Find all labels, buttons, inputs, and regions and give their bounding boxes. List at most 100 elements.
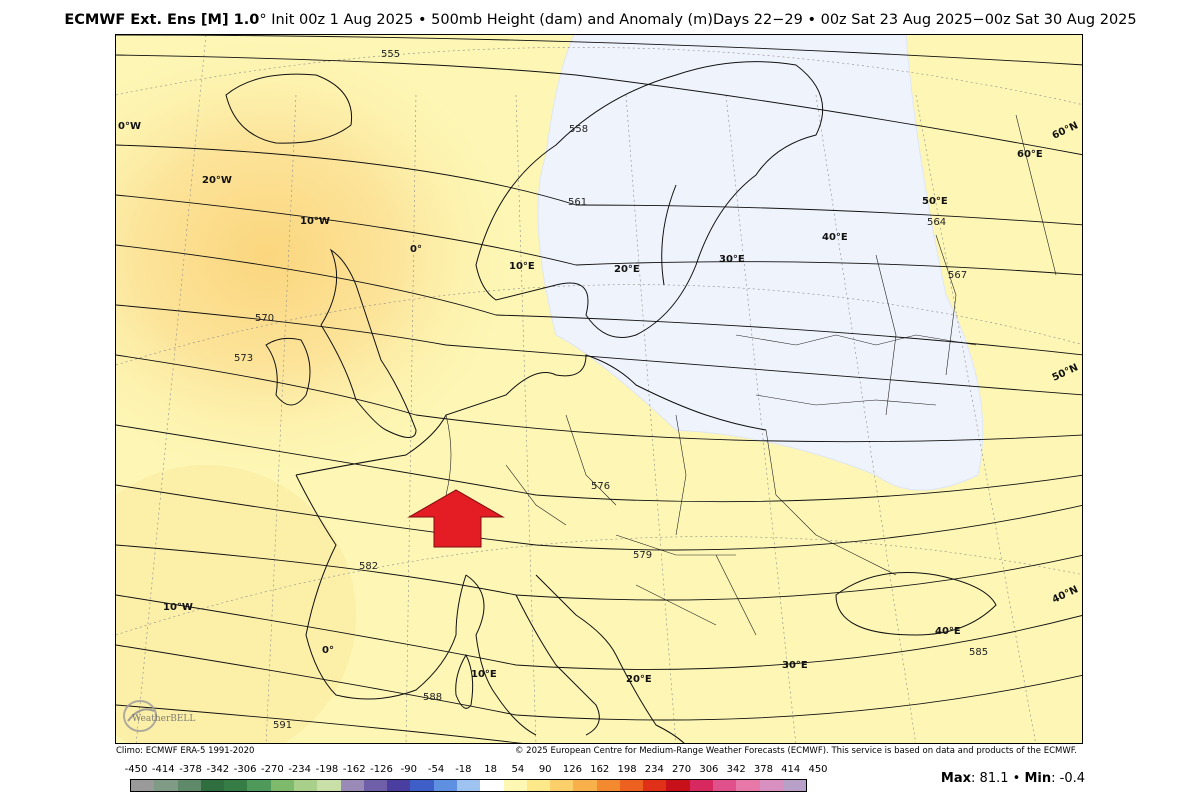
colorbar-segment: [387, 780, 411, 791]
lon-label: 10°W: [300, 216, 330, 227]
colorbar-segment: [363, 780, 388, 791]
colorbar-tick-label: 198: [617, 764, 637, 775]
contour-label: 576: [591, 481, 610, 492]
colorbar-tick-label: -450: [124, 764, 148, 775]
field-name: 500mb Height (dam) and Anomaly (m): [426, 12, 713, 28]
colorbar-tick-label: -18: [455, 764, 472, 775]
colorbar-segment: [503, 780, 527, 791]
colorbar-segment: [526, 780, 551, 791]
colorbar-segment: [759, 780, 783, 791]
map-panel[interactable]: 555 558 561 564 567 570 573 576 579 582 …: [115, 34, 1083, 744]
colorbar-segment: [270, 780, 294, 791]
init-time: Init 00z 1 Aug 2025: [266, 12, 418, 28]
contour-label: 555: [381, 49, 400, 60]
lon-label: 10°W: [163, 602, 193, 613]
contour-label: 591: [273, 720, 292, 731]
colorbar-tick-label: -162: [342, 764, 366, 775]
min-value: -0.4: [1059, 771, 1085, 786]
colorbar-tick-labels: -450 -414 -378 -342 -306 -270 -234 -198 -162 -126…: [118, 764, 828, 778]
colorbar-segment: [736, 780, 760, 791]
warm-anomaly-iberia: [116, 465, 356, 743]
title-separator: •: [417, 12, 427, 28]
max-min-stats: Max: 81.1 • Min: -0.4: [940, 771, 1085, 786]
lon-label: 30°E: [782, 660, 808, 671]
contour-labels: 555 558 561 564 567 570 573 576 579 582 …: [234, 49, 988, 731]
ecmwf-copyright: © 2025 European Centre for Medium-Range …: [514, 746, 1077, 756]
colorbar-tick-label: 306: [699, 764, 719, 775]
colorbar-tick-label: -54: [427, 764, 445, 775]
lon-label: 10°E: [509, 261, 535, 272]
map-canvas: 555 558 561 564 567 570 573 576 579 582 …: [116, 35, 1082, 743]
colorbar-tick-label: -378: [179, 764, 202, 775]
lon-label: 50°E: [922, 196, 948, 207]
colorbar-segment: [480, 780, 504, 791]
colorbar-segment: [689, 780, 714, 791]
colorbar-segment: [643, 780, 667, 791]
model-name: ECMWF Ext. Ens [M] 1.0: [64, 12, 260, 28]
contour-label: 588: [423, 692, 442, 703]
colorbar-segment: [200, 780, 225, 791]
contour-label: 582: [359, 561, 378, 572]
colorbar-segment: [456, 780, 481, 791]
lon-label: 40°E: [822, 232, 848, 243]
colorbar-tick-label: 450: [808, 764, 828, 775]
colorbar-segment: [666, 780, 690, 791]
colorbar-segment: [619, 780, 644, 791]
colorbar-tick-label: -126: [370, 764, 393, 775]
contour-label: 570: [255, 313, 274, 324]
colorbar-segment: [247, 780, 271, 791]
warm-anomaly-atlantic: [116, 35, 526, 485]
colorbar-segment: [713, 780, 737, 791]
colorbar-segment: [340, 780, 364, 791]
colorbar-tick-label: 342: [726, 764, 746, 775]
weatherbell-logo: WeatherBELL: [122, 697, 204, 735]
borders: [445, 114, 1057, 636]
colorbar-tick-label: 90: [538, 764, 552, 775]
red-arrow-marker: [407, 489, 505, 548]
colorbar-tick-label: 234: [644, 764, 664, 775]
colorbar-segment: [293, 780, 318, 791]
contour-label: 585: [969, 647, 988, 658]
colorbar-segment: [782, 780, 807, 791]
colorbar-tick-label: 378: [753, 764, 773, 775]
contour-label: 573: [234, 353, 253, 364]
colorbar-tick-label: -306: [233, 764, 257, 775]
stats-separator: •: [1012, 771, 1021, 786]
max-label: Max: [940, 771, 972, 786]
lon-label: 20°W: [202, 175, 232, 186]
contour-label: 567: [948, 270, 967, 281]
colorbar-segment: [596, 780, 620, 791]
forecast-days: Days 22−29: [712, 12, 808, 28]
colorbar-tick-label: 54: [511, 764, 525, 775]
colorbar-segment: [573, 780, 597, 791]
colorbar-tick-label: -198: [315, 764, 339, 775]
contour-label: 558: [569, 124, 588, 135]
degree-mark: °: [259, 12, 267, 28]
colorbar-tick-label: -414: [151, 764, 175, 775]
max-value: 81.1: [979, 771, 1009, 786]
lon-label: 0°W: [118, 121, 141, 132]
chart-title: ECMWF Ext. Ens [M] 1.0° Init 00z 1 Aug 2…: [0, 12, 1201, 28]
colorbar-tick-label: -342: [206, 764, 230, 775]
logo-text: WeatherBELL: [132, 714, 195, 724]
title-separator: •: [807, 12, 816, 28]
min-label: Min: [1024, 771, 1052, 786]
lon-label: 10°E: [471, 669, 497, 680]
colorbar-tick-label: 414: [781, 764, 801, 775]
cold-anomaly-region: [537, 35, 984, 491]
contour-label: 579: [633, 550, 652, 561]
contour-label: 561: [568, 197, 587, 208]
colorbar-segment: [224, 780, 248, 791]
colorbar-tick-label: -90: [400, 764, 417, 775]
colorbar-tick-label: 162: [590, 764, 610, 775]
lon-label: 0°: [322, 645, 334, 656]
colorbar-segment: [317, 780, 341, 791]
colorbar-segment: [550, 780, 574, 791]
colorbar-tick-label: -270: [261, 764, 284, 775]
lon-label: 20°E: [614, 264, 640, 275]
lon-label: 60°E: [1017, 149, 1043, 160]
colorbar-tick-label: 270: [672, 764, 692, 775]
contour-label: 564: [927, 217, 946, 228]
colorbar-segment: [433, 780, 457, 791]
colorbar-segment: [410, 780, 434, 791]
